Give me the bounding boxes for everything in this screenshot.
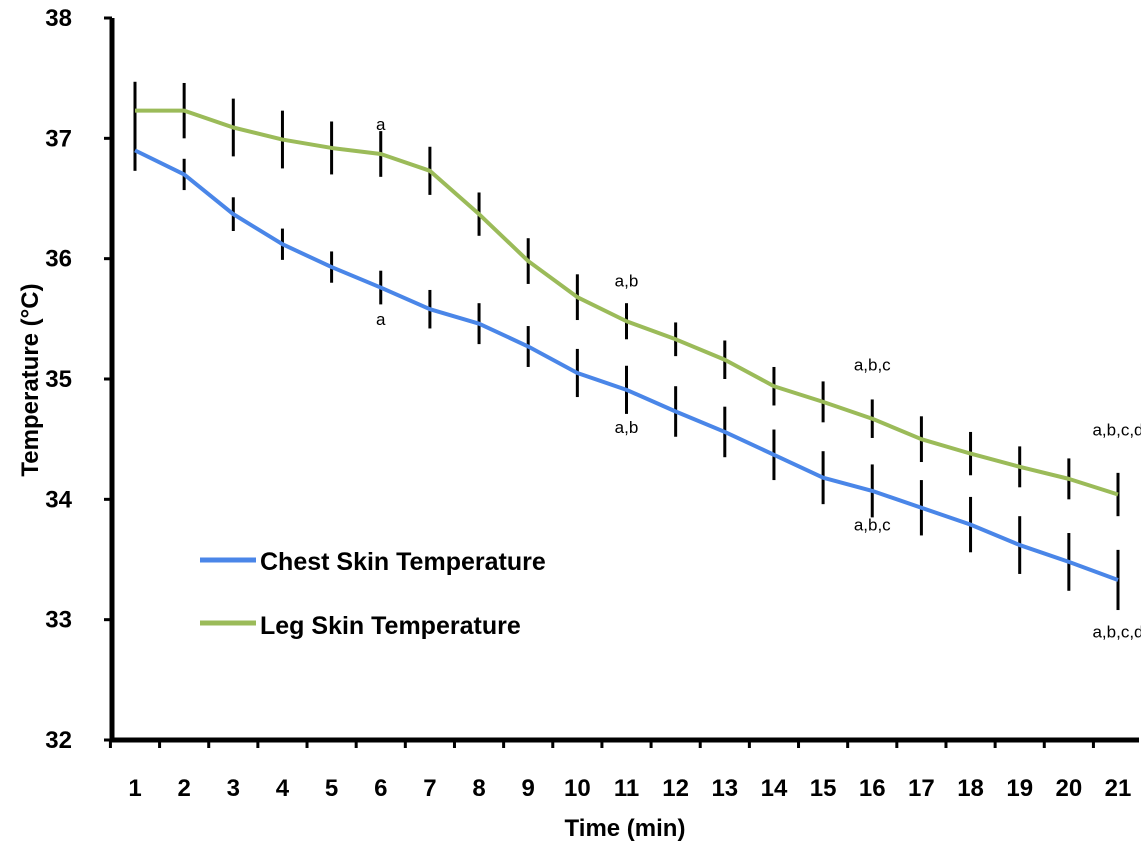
- x-ticks: 1 2 3 4 5 6 7 8 9 10 11 12 13 14 15 16 17 18 19 20 21: [108, 740, 1132, 802]
- x-tick-label: 3: [227, 775, 240, 802]
- x-tick-label: 10: [564, 775, 591, 802]
- legend-label-chest: Chest Skin Temperature: [260, 548, 546, 576]
- x-tick-label: 14: [761, 775, 788, 802]
- x-tick-label: 20: [1055, 775, 1082, 802]
- x-axis-title: Time (min): [565, 815, 686, 842]
- y-axis-title: Temperature (°C): [17, 283, 44, 476]
- significance-label: a,b,c,d: [1092, 421, 1141, 440]
- x-tick-label: 9: [522, 775, 535, 802]
- x-tick-label: 8: [472, 775, 485, 802]
- x-tick-label: 16: [859, 775, 886, 802]
- significance-label: a,b,c,d: [1092, 623, 1141, 642]
- x-tick-label: 7: [423, 775, 436, 802]
- x-tick-label: 4: [276, 775, 290, 802]
- x-tick-label: 11: [614, 775, 639, 802]
- y-tick-label: 35: [45, 366, 72, 393]
- x-tick-label: 19: [1006, 775, 1033, 802]
- y-tick-label: 34: [45, 486, 72, 513]
- x-tick-label: 12: [662, 775, 689, 802]
- x-tick-label: 21: [1105, 775, 1132, 802]
- legend-label-leg: Leg Skin Temperature: [260, 612, 521, 640]
- significance-label: a,b: [615, 418, 639, 437]
- y-ticks: 32 33 34 35 36 37 38: [45, 5, 112, 754]
- error-bars: [133, 81, 1120, 611]
- y-tick-label: 32: [45, 727, 72, 754]
- series-lines: [134, 108, 1119, 582]
- x-tick-label: 18: [957, 775, 984, 802]
- significance-label: a,b: [615, 271, 639, 290]
- x-tick-label: 17: [908, 775, 935, 802]
- y-tick-label: 38: [45, 5, 72, 32]
- legend: Chest Skin Temperature Leg Skin Temperat…: [200, 548, 546, 640]
- annotations: a a,b a,b,c a,b,c,d a a,b a,b,c a,b,c,d: [376, 115, 1141, 642]
- x-tick-label: 2: [177, 775, 190, 802]
- y-tick-label: 33: [45, 607, 72, 634]
- significance-label: a,b,c: [854, 516, 891, 535]
- significance-label: a,b,c: [854, 356, 891, 375]
- leg-temperature-line: [135, 108, 1119, 497]
- x-tick-label: 6: [374, 775, 387, 802]
- chest-temperature-line: [134, 148, 1119, 582]
- y-tick-label: 36: [45, 246, 72, 273]
- x-tick-label: 5: [325, 775, 338, 802]
- significance-label: a: [376, 310, 386, 329]
- x-tick-label: 1: [128, 775, 141, 802]
- x-tick-label: 15: [810, 775, 837, 802]
- y-tick-label: 37: [45, 125, 72, 152]
- x-tick-label: 13: [711, 775, 738, 802]
- significance-label: a: [376, 115, 386, 134]
